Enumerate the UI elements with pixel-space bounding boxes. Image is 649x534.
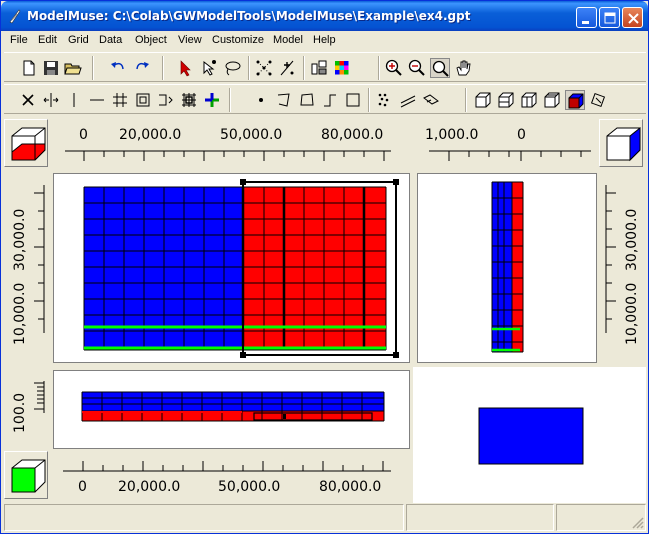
menu-data[interactable]: Data [99, 34, 123, 46]
generate-grid-icon[interactable] [179, 90, 199, 110]
side-view-cube-button[interactable] [599, 119, 643, 167]
ruler-label: 0 [78, 479, 87, 495]
menu-bar: File Edit Grid Data Object View Customiz… [2, 31, 648, 50]
ruler-label: 50,000.0 [220, 127, 283, 143]
side-view-y-ruler: 10,000.0 30,000.0 [598, 173, 646, 363]
rotate-icon[interactable] [588, 90, 608, 110]
top-view-cube-button[interactable] [4, 119, 48, 167]
column-split-icon[interactable] [309, 58, 329, 78]
menu-model[interactable]: Model [273, 34, 303, 46]
line-object-icon[interactable] [274, 90, 294, 110]
modelmuse-app-icon [7, 8, 23, 24]
point-object-icon[interactable] [251, 90, 271, 110]
3d-view-canvas[interactable] [413, 367, 646, 503]
front-view-cube-icon [11, 459, 46, 493]
toolbar-separator [92, 56, 94, 80]
red-zone-top [243, 187, 386, 350]
ruler-label: 1,000.0 [425, 127, 479, 143]
top-view-y-ruler: 10,000.0 30,000.0 [4, 173, 52, 363]
scatter-points-icon[interactable] [375, 90, 395, 110]
redo-icon[interactable] [132, 58, 152, 78]
grid-nodes-icon[interactable] [254, 58, 274, 78]
horizontal-line-icon[interactable] [87, 90, 107, 110]
toolbar-separator [465, 88, 467, 112]
menu-edit[interactable]: Edit [38, 34, 57, 46]
zoom-icon[interactable] [430, 58, 450, 78]
top-view-x-ruler: 0 20,000.0 50,000.0 80,000.0 [53, 119, 410, 173]
ruler-label: 0 [79, 127, 88, 143]
status-cell-1 [4, 504, 404, 531]
toolbar-separator [378, 56, 380, 80]
side-view-canvas[interactable] [417, 173, 597, 363]
parallel-lines-icon[interactable] [398, 90, 418, 110]
select-point-icon[interactable] [199, 58, 219, 78]
rectangle-object-icon[interactable] [343, 90, 363, 110]
ruler-label: 80,000.0 [319, 479, 382, 495]
add-gridline-icon[interactable] [64, 90, 84, 110]
lasso-select-icon[interactable] [222, 58, 242, 78]
cube-view-1-icon[interactable] [473, 90, 493, 110]
status-cell-3 [556, 504, 646, 531]
grid-toolbar [4, 84, 646, 114]
menu-grid[interactable]: Grid [68, 34, 89, 46]
close-button[interactable] [622, 7, 643, 28]
front-view-cube-button[interactable] [4, 451, 48, 499]
colored-cube-icon[interactable] [565, 90, 585, 110]
ruler-label: 20,000.0 [118, 479, 181, 495]
side-view-x-ruler: 1,000.0 0 [413, 119, 599, 173]
top-view-cube-icon [11, 127, 46, 161]
ruler-label: 20,000.0 [119, 127, 182, 143]
cube-view-2-icon[interactable] [496, 90, 516, 110]
front-view-canvas[interactable] [53, 370, 410, 449]
ruler-label: 0 [517, 127, 526, 143]
title-bar: ModelMuse: C:\Colab\GWModelTools\ModelMu… [1, 1, 648, 31]
undo-icon[interactable] [108, 58, 128, 78]
ruler-label: 50,000.0 [218, 479, 281, 495]
front-view-y-ruler: 100.0 [4, 371, 52, 449]
subdivide-icon[interactable] [133, 90, 153, 110]
cube-view-4-icon[interactable] [542, 90, 562, 110]
new-file-icon[interactable] [19, 58, 39, 78]
ruler-label: 80,000.0 [321, 127, 384, 143]
select-arrow-icon[interactable] [176, 58, 196, 78]
resize-grip-icon[interactable] [631, 516, 645, 530]
status-cell-2 [406, 504, 554, 531]
save-icon[interactable] [41, 58, 61, 78]
straight-line-icon[interactable] [320, 90, 340, 110]
toolbar-separator [368, 88, 370, 112]
toolbar-separator [162, 56, 164, 80]
polygon-object-icon[interactable] [297, 90, 317, 110]
pan-hand-icon[interactable] [453, 58, 473, 78]
zoom-in-icon[interactable] [384, 58, 404, 78]
top-view-canvas[interactable] [53, 173, 410, 363]
main-toolbar [4, 52, 646, 82]
cube-view-3-icon[interactable] [519, 90, 539, 110]
colored-grid-icon[interactable] [332, 58, 352, 78]
zoom-out-icon[interactable] [407, 58, 427, 78]
front-view-x-ruler: 0 20,000.0 50,000.0 80,000.0 [53, 451, 410, 501]
toolbar-separator [248, 56, 250, 80]
menu-view[interactable]: View [178, 34, 202, 46]
grid-icon[interactable] [110, 90, 130, 110]
maximize-button[interactable] [599, 7, 620, 28]
menu-help[interactable]: Help [313, 34, 336, 46]
status-bar [4, 504, 646, 531]
add-node-icon[interactable] [277, 58, 297, 78]
toolbar-separator [303, 56, 305, 80]
window-title: ModelMuse: C:\Colab\GWModelTools\ModelMu… [27, 9, 471, 23]
open-folder-icon[interactable] [63, 58, 83, 78]
side-view-cube-icon [606, 126, 641, 162]
spacing-icon[interactable] [156, 90, 176, 110]
menu-customize[interactable]: Customize [212, 34, 264, 46]
move-gridline-icon[interactable] [41, 90, 61, 110]
delete-gridline-icon[interactable] [18, 90, 38, 110]
menu-object[interactable]: Object [135, 34, 167, 46]
menu-file[interactable]: File [10, 34, 28, 46]
toolbar-separator [229, 88, 231, 112]
diamond-icon[interactable] [421, 90, 441, 110]
minimize-button[interactable] [576, 7, 597, 28]
add-vertex-icon[interactable] [202, 90, 222, 110]
